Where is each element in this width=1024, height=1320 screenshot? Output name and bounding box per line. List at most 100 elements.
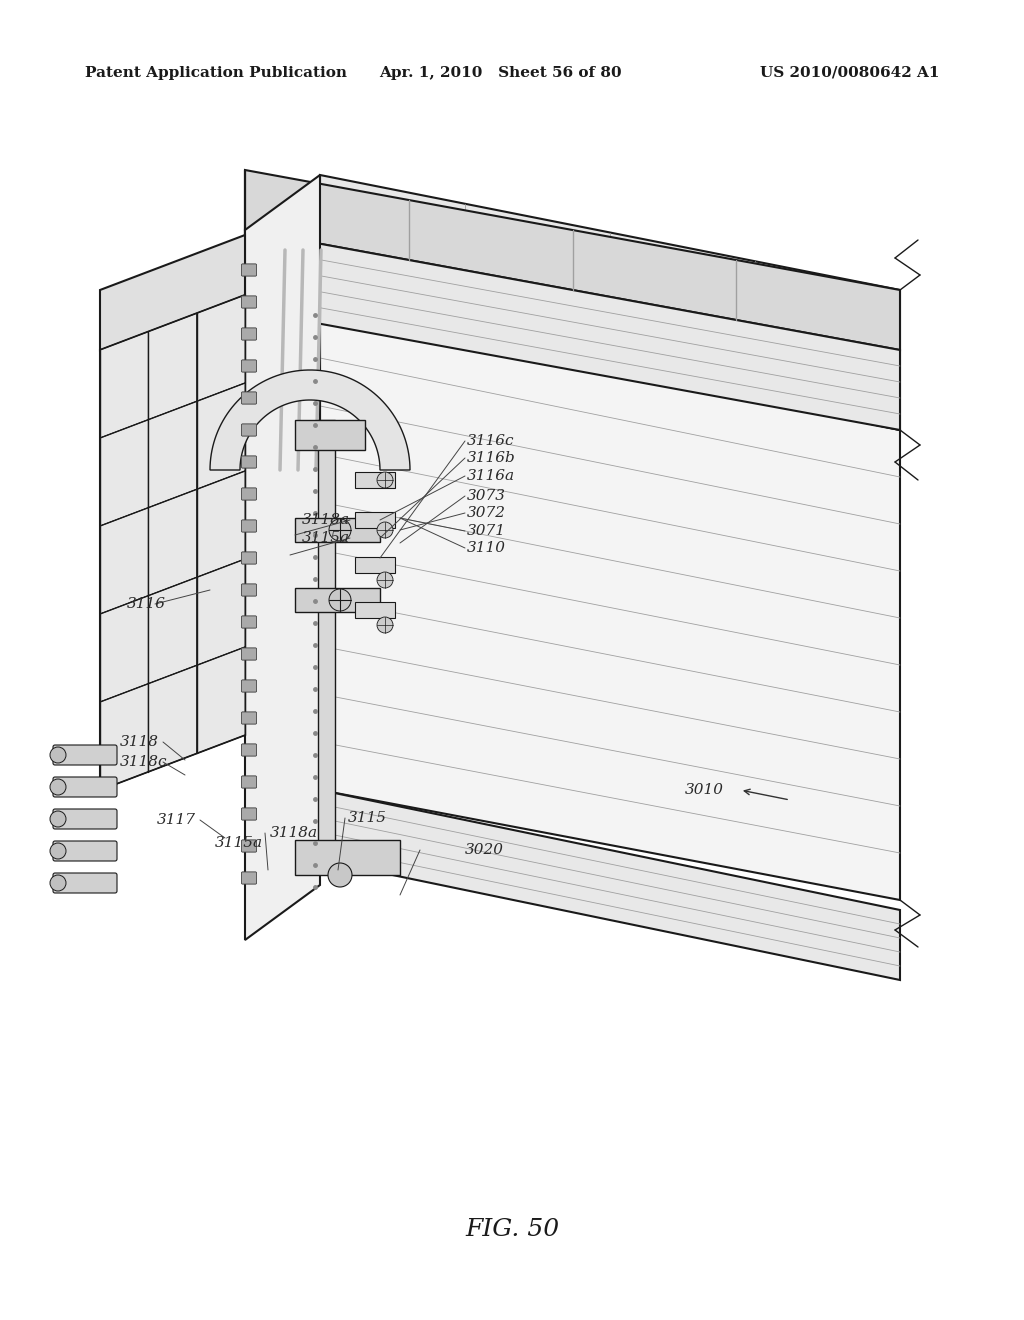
Polygon shape [245, 230, 900, 430]
Polygon shape [197, 471, 245, 577]
Polygon shape [295, 420, 365, 450]
FancyBboxPatch shape [242, 680, 256, 692]
FancyBboxPatch shape [53, 873, 117, 894]
Polygon shape [100, 420, 148, 525]
FancyBboxPatch shape [242, 808, 256, 820]
FancyBboxPatch shape [242, 327, 256, 341]
FancyBboxPatch shape [53, 744, 117, 766]
Text: US 2010/0080642 A1: US 2010/0080642 A1 [761, 66, 940, 81]
Circle shape [377, 473, 393, 488]
Polygon shape [148, 490, 197, 595]
Text: 3020: 3020 [465, 843, 504, 857]
Text: 3116c: 3116c [467, 434, 514, 447]
Polygon shape [197, 294, 245, 401]
FancyBboxPatch shape [242, 424, 256, 436]
Text: Apr. 1, 2010   Sheet 56 of 80: Apr. 1, 2010 Sheet 56 of 80 [379, 66, 622, 81]
FancyBboxPatch shape [242, 360, 256, 372]
FancyBboxPatch shape [53, 777, 117, 797]
FancyBboxPatch shape [242, 711, 256, 723]
Text: 3115a: 3115a [302, 531, 350, 545]
FancyBboxPatch shape [242, 840, 256, 851]
FancyBboxPatch shape [242, 327, 256, 341]
Circle shape [50, 843, 66, 859]
FancyBboxPatch shape [242, 424, 256, 436]
FancyBboxPatch shape [242, 583, 256, 597]
Polygon shape [197, 558, 245, 665]
Polygon shape [100, 294, 245, 789]
FancyBboxPatch shape [242, 648, 256, 660]
Polygon shape [197, 383, 245, 490]
Polygon shape [319, 176, 900, 430]
Polygon shape [355, 473, 395, 488]
Text: 3073: 3073 [467, 488, 506, 503]
FancyBboxPatch shape [53, 841, 117, 861]
FancyBboxPatch shape [242, 488, 256, 500]
Text: 3116a: 3116a [467, 469, 515, 483]
Polygon shape [318, 420, 335, 870]
FancyBboxPatch shape [242, 296, 256, 308]
FancyBboxPatch shape [242, 808, 256, 820]
FancyBboxPatch shape [242, 552, 256, 564]
FancyBboxPatch shape [242, 680, 256, 692]
Text: 3072: 3072 [467, 506, 506, 520]
Polygon shape [148, 577, 197, 684]
FancyBboxPatch shape [242, 648, 256, 660]
Circle shape [377, 521, 393, 539]
Circle shape [377, 616, 393, 634]
FancyBboxPatch shape [53, 809, 117, 829]
FancyBboxPatch shape [242, 552, 256, 564]
Polygon shape [210, 370, 410, 470]
Polygon shape [100, 684, 148, 789]
Polygon shape [355, 602, 395, 618]
FancyBboxPatch shape [242, 264, 256, 276]
Polygon shape [295, 517, 380, 543]
FancyBboxPatch shape [242, 392, 256, 404]
Polygon shape [319, 310, 900, 900]
FancyBboxPatch shape [242, 296, 256, 308]
Text: 3010: 3010 [685, 783, 724, 797]
Circle shape [50, 810, 66, 828]
FancyBboxPatch shape [242, 520, 256, 532]
FancyBboxPatch shape [242, 873, 256, 884]
FancyBboxPatch shape [242, 455, 256, 469]
FancyBboxPatch shape [242, 264, 256, 276]
FancyBboxPatch shape [242, 711, 256, 723]
Polygon shape [100, 508, 148, 614]
FancyBboxPatch shape [242, 840, 256, 851]
Polygon shape [295, 587, 380, 612]
FancyBboxPatch shape [242, 744, 256, 756]
Polygon shape [245, 176, 319, 940]
Circle shape [329, 589, 351, 611]
FancyBboxPatch shape [242, 392, 256, 404]
FancyBboxPatch shape [242, 616, 256, 628]
FancyBboxPatch shape [242, 583, 256, 597]
Circle shape [50, 779, 66, 795]
FancyBboxPatch shape [242, 488, 256, 500]
FancyBboxPatch shape [242, 776, 256, 788]
Polygon shape [100, 595, 148, 702]
FancyBboxPatch shape [242, 873, 256, 884]
Polygon shape [355, 557, 395, 573]
Circle shape [377, 572, 393, 587]
FancyBboxPatch shape [242, 776, 256, 788]
Text: 3115: 3115 [348, 810, 387, 825]
Circle shape [50, 747, 66, 763]
Polygon shape [295, 840, 400, 875]
Text: 3116: 3116 [127, 597, 166, 611]
Text: 3071: 3071 [467, 524, 506, 539]
FancyBboxPatch shape [242, 520, 256, 532]
Polygon shape [148, 665, 197, 772]
FancyBboxPatch shape [242, 744, 256, 756]
Text: FIG. 50: FIG. 50 [465, 1218, 559, 1242]
Circle shape [329, 519, 351, 541]
FancyBboxPatch shape [242, 616, 256, 628]
Polygon shape [148, 313, 197, 420]
Circle shape [328, 863, 352, 887]
Polygon shape [319, 789, 900, 979]
Text: 3118a: 3118a [302, 513, 350, 527]
Text: 3116b: 3116b [467, 451, 516, 465]
FancyBboxPatch shape [242, 455, 256, 469]
Circle shape [50, 875, 66, 891]
Text: 3115a: 3115a [215, 836, 263, 850]
Text: Patent Application Publication: Patent Application Publication [85, 66, 347, 81]
